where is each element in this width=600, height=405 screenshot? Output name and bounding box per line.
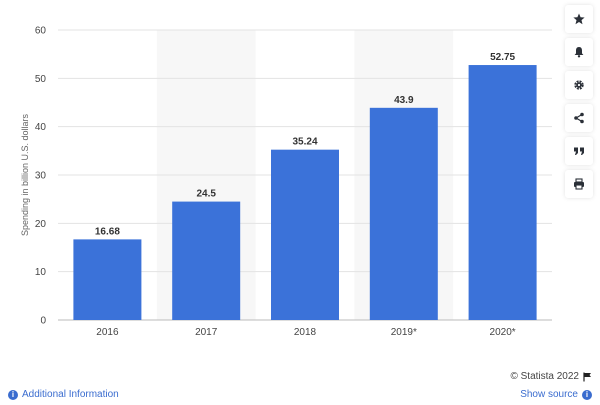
- show-source-link[interactable]: Show source i: [520, 389, 592, 400]
- data-labels: 16.68 24.5 35.24 43.9 52.75: [95, 52, 516, 237]
- x-tick-label: 2018: [294, 327, 317, 338]
- x-tick-label: 2017: [195, 327, 218, 338]
- info-icon: i: [582, 389, 592, 400]
- y-tick-label: 10: [35, 267, 47, 278]
- gear-icon: [574, 80, 584, 90]
- show-source-label: Show source: [520, 389, 578, 400]
- y-tick-label: 50: [35, 74, 47, 85]
- quote-icon: [574, 147, 584, 155]
- settings-button[interactable]: [565, 71, 593, 99]
- bell-icon: [574, 47, 584, 58]
- y-tick-label: 0: [40, 316, 46, 327]
- bar[interactable]: [468, 65, 537, 321]
- bar-chart: 0 10 20 30 40 50 60 Spending in billion U.S. d…: [20, 26, 552, 338]
- y-tick-label: 20: [35, 219, 47, 230]
- bar[interactable]: [172, 201, 241, 320]
- y-tick-label: 30: [35, 171, 47, 182]
- y-tick-label: 40: [35, 122, 47, 133]
- data-label: 24.5: [196, 189, 216, 200]
- additional-information-label: Additional Information: [22, 389, 119, 400]
- share-icon: [574, 112, 584, 124]
- data-label: 35.24: [292, 137, 317, 148]
- print-button[interactable]: [565, 170, 593, 198]
- star-icon: [573, 13, 585, 25]
- side-toolbar: [565, 5, 593, 198]
- x-tick-label: 2020*: [490, 327, 516, 338]
- notification-button[interactable]: [565, 38, 593, 66]
- favorite-button[interactable]: [565, 5, 593, 33]
- bar[interactable]: [369, 107, 438, 320]
- bar[interactable]: [73, 239, 142, 320]
- y-axis-ticks: 0 10 20 30 40 50 60: [35, 26, 47, 327]
- statista-credit: © Statista 2022: [510, 371, 592, 382]
- info-icon: i: [8, 389, 18, 400]
- y-tick-label: 60: [35, 26, 47, 37]
- data-label: 16.68: [95, 226, 120, 237]
- bar[interactable]: [271, 149, 339, 320]
- flag-icon[interactable]: [583, 372, 592, 382]
- cite-button[interactable]: [565, 137, 593, 165]
- share-button[interactable]: [565, 104, 593, 132]
- bars: [73, 65, 537, 321]
- data-label: 52.75: [490, 52, 515, 63]
- y-axis-label: Spending in billion U.S. dollars: [20, 113, 30, 236]
- x-tick-label: 2016: [96, 327, 119, 338]
- x-axis-ticks: 2016 2017 2018 2019* 2020*: [96, 327, 516, 338]
- x-tick-label: 2019*: [391, 327, 417, 338]
- credit-text: © Statista 2022: [510, 371, 579, 382]
- print-icon: [574, 178, 584, 190]
- data-label: 43.9: [394, 95, 414, 106]
- additional-information-link[interactable]: i Additional Information: [8, 389, 119, 400]
